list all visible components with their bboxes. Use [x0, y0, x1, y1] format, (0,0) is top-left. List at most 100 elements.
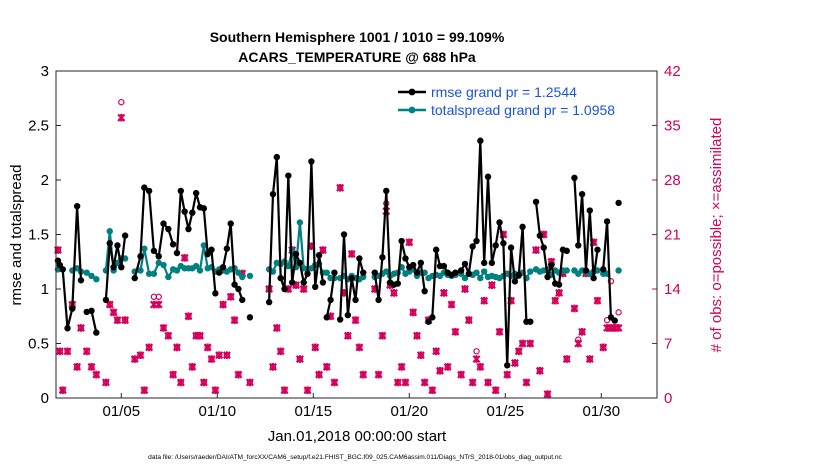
rmse-point	[246, 314, 254, 321]
obs-possible-point	[131, 355, 138, 363]
x-tick-label: 01/30	[583, 403, 621, 420]
spread-point	[165, 273, 172, 281]
obs-possible-point	[169, 371, 177, 378]
spread-point	[615, 267, 622, 274]
y-axis-label: rmse and totalspread	[8, 165, 25, 306]
obs-possible-point	[496, 328, 503, 336]
spread-point	[141, 245, 148, 252]
spread-point	[383, 268, 390, 275]
rmse-point	[204, 250, 211, 258]
rmse-point	[83, 308, 90, 316]
obs-possible-point	[277, 348, 284, 355]
rmse-point	[165, 225, 172, 233]
rmse-point	[555, 281, 563, 288]
obs-possible-point	[296, 355, 304, 363]
obs-possible-point	[185, 313, 192, 320]
rmse-point	[477, 137, 484, 144]
obs-possible-point	[83, 348, 90, 355]
obs-possible-point	[173, 344, 181, 351]
obs-possible-point	[208, 355, 215, 363]
rmse-point	[235, 285, 242, 293]
obs-possible-point	[607, 278, 615, 285]
rmse-point	[160, 220, 167, 227]
obs-possible-point	[181, 254, 188, 262]
rmse-point	[603, 218, 611, 225]
spread-point	[563, 267, 570, 274]
rmse-point	[440, 262, 448, 270]
y-tick-label: 2.5	[28, 118, 49, 135]
rmse-point	[69, 305, 76, 312]
obs-possible-point	[452, 328, 459, 336]
rmse-point	[527, 318, 534, 325]
rmse-point	[473, 237, 480, 245]
rmse-point	[469, 243, 476, 250]
rmse-point	[425, 318, 432, 325]
rmse-point	[150, 247, 158, 255]
obs-possible-point	[575, 336, 582, 343]
obs-possible-point	[141, 387, 148, 394]
y-tick-label: 2	[41, 172, 49, 189]
rmse-point	[352, 296, 359, 304]
obs-possible-point	[461, 285, 469, 293]
x-axis-label: Jan.01,2018 00:00:00 start	[268, 428, 447, 445]
spread-point	[192, 262, 200, 270]
spread-point	[200, 242, 208, 249]
rmse-point	[515, 271, 522, 279]
rmse-point	[532, 198, 540, 205]
rmse-point	[93, 329, 100, 336]
rmse-point	[223, 245, 231, 252]
rmse-point	[578, 190, 586, 198]
legend-box	[393, 79, 650, 123]
obs-possible-point	[417, 351, 425, 359]
y-right-tick-label: 0	[664, 390, 672, 407]
obs-possible-point	[484, 379, 492, 386]
obs-possible-point	[448, 301, 455, 308]
obs-possible-point	[106, 301, 113, 308]
rmse-point	[600, 266, 607, 273]
obs-possible-point	[59, 387, 66, 394]
rmse-point	[118, 264, 125, 271]
rmse-point	[492, 242, 499, 249]
obs-possible-point	[102, 379, 110, 386]
rmse-point	[121, 232, 129, 239]
rmse-point	[496, 219, 503, 226]
rmse-point	[457, 267, 465, 274]
obs-possible-point	[212, 387, 219, 394]
rmse-point	[331, 269, 338, 276]
obs-possible-point	[331, 379, 338, 386]
obs-possible-point	[532, 246, 540, 254]
x-tick-label: 01/05	[103, 403, 141, 420]
rmse-point	[208, 246, 215, 253]
obs-possible-point	[465, 316, 473, 324]
rmse-point	[177, 187, 185, 195]
rmse-point	[402, 255, 409, 262]
rmse-point	[544, 273, 551, 281]
rmse-point	[59, 266, 66, 273]
rmse-point	[488, 259, 496, 267]
obs-possible-point	[54, 246, 62, 254]
obs-possible-point	[511, 359, 519, 367]
obs-possible-point	[352, 316, 359, 324]
rmse-point	[173, 249, 181, 257]
obs-possible-point	[160, 324, 167, 332]
spread-point	[477, 274, 484, 282]
rmse-point	[88, 307, 95, 314]
rmse-point	[504, 362, 511, 369]
y-right-tick-label: 28	[664, 172, 681, 189]
rmse-point	[216, 269, 223, 276]
obs-possible-point	[121, 316, 129, 324]
rmse-point	[141, 184, 148, 191]
rmse-point	[611, 317, 618, 324]
spread-point	[93, 275, 100, 283]
obs-possible-point	[390, 289, 398, 297]
rmse-point	[277, 274, 284, 282]
x-tick-label: 01/25	[487, 403, 525, 420]
rmse-point	[511, 278, 519, 285]
rmse-point	[336, 316, 344, 323]
obs-possible-point	[155, 293, 162, 300]
obs-possible-point	[227, 293, 234, 300]
rmse-point	[409, 261, 417, 269]
rmse-point	[571, 174, 578, 182]
rmse-point	[273, 153, 281, 161]
y-right-tick-label: 42	[664, 63, 681, 80]
